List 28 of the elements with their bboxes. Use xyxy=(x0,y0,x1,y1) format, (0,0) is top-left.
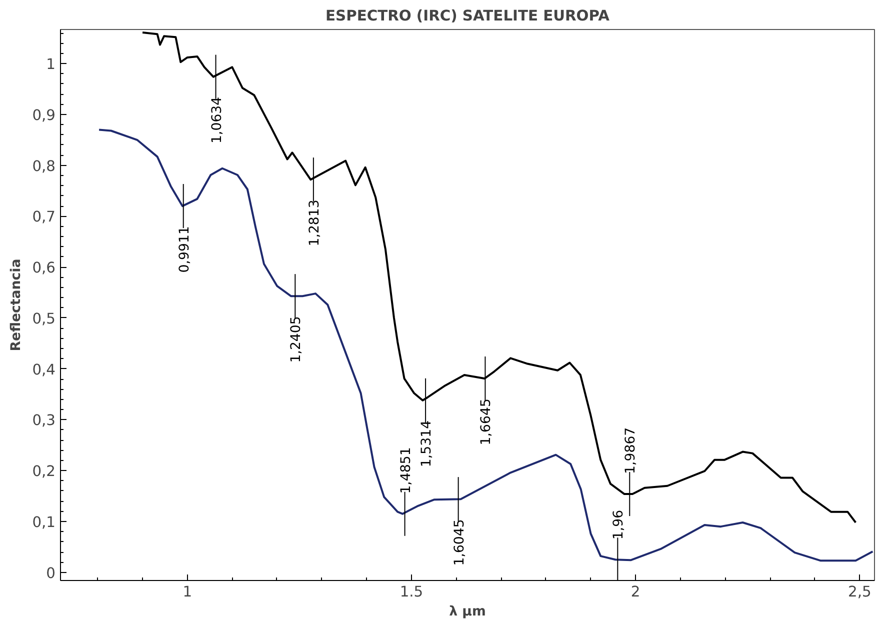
annotation: 1,6645 xyxy=(479,398,494,446)
annotation: 1,2813 xyxy=(307,200,322,246)
y-axis-title: Reflectancia xyxy=(9,258,24,352)
y-tick-label: 0,7 xyxy=(32,208,56,226)
x-tick-label: 2 xyxy=(630,584,640,600)
x-tick-label: 2,5 xyxy=(848,584,872,600)
annotation: 1,5314 xyxy=(420,420,435,468)
y-tick-label: 1 xyxy=(46,56,56,74)
y-tick-label: 0,5 xyxy=(32,310,56,328)
y-tick-label: 0,1 xyxy=(32,514,56,531)
annotation: 1,96 xyxy=(612,510,627,540)
x-tick-label: 1.5 xyxy=(400,584,424,600)
y-tick-label: 0,8 xyxy=(32,158,56,175)
annotation: 1,4851 xyxy=(398,447,414,494)
annotation: 1,0634 xyxy=(210,96,225,144)
y-tick-label: 0,9 xyxy=(32,106,56,124)
y-tick-label: 0,4 xyxy=(32,361,56,378)
annotation: 1,6045 xyxy=(452,519,468,566)
chart-title: ESPECTRO (IRC) SATELITE EUROPA xyxy=(326,8,610,24)
annotation: 1,9867 xyxy=(624,427,639,474)
x-tick-label: 1 xyxy=(182,584,192,600)
y-tick-label: 0,2 xyxy=(32,463,56,480)
x-axis-title: λ µm xyxy=(449,604,486,620)
y-tick-label: 0 xyxy=(46,564,56,582)
annotation: 0,9911 xyxy=(177,226,192,273)
y-tick-label: 0,3 xyxy=(32,412,56,430)
annotation: 1,2405 xyxy=(289,316,304,363)
y-tick-label: 0,6 xyxy=(32,260,56,277)
